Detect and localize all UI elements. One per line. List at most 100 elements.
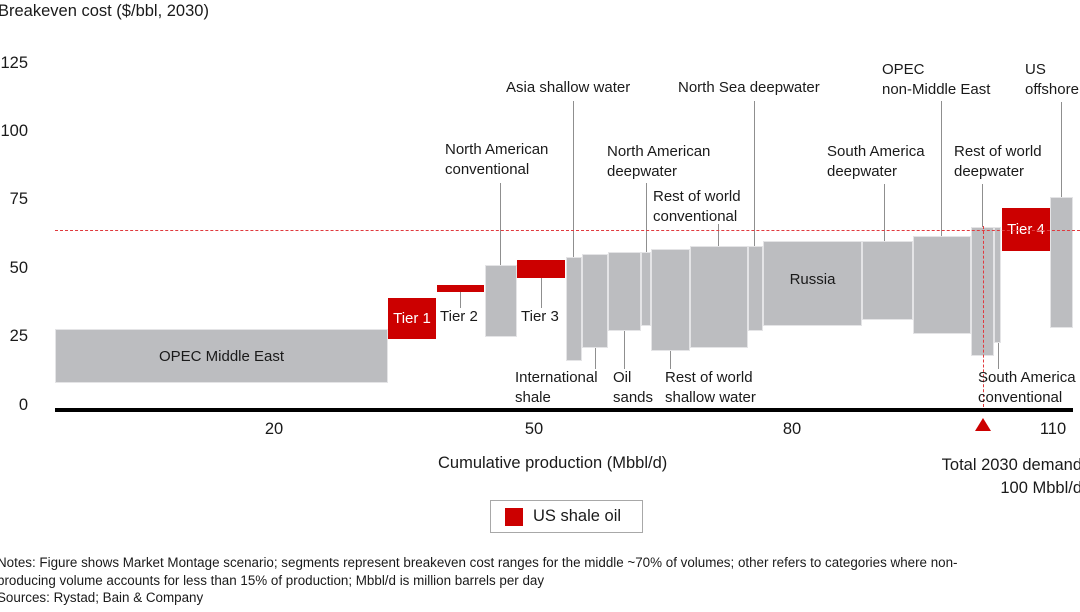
bar-row-deepwater: [971, 227, 994, 356]
y-tick-0: 0: [18, 396, 28, 414]
bar-row-conventional: [690, 246, 748, 348]
bar-tier1: [388, 298, 436, 339]
y-tick-50: 50: [9, 259, 28, 277]
x-axis-title: Cumulative production (Mbbl/d): [438, 454, 668, 472]
leader-sa-conventional: [998, 342, 999, 369]
leader-na-conventional: [500, 183, 501, 265]
label-tier2: Tier 2: [440, 308, 478, 325]
label-oil-sands: Oil sands: [613, 368, 653, 408]
leader-tier3: [541, 278, 542, 308]
y-tick-25: 25: [9, 327, 28, 345]
notes: Notes: Figure shows Market Montage scena…: [0, 554, 958, 607]
label-line: shallow water: [665, 389, 756, 406]
x-tick-110: 110: [1039, 420, 1067, 438]
label-line: Rest of world: [653, 188, 741, 205]
bar-opec-middle-east: [55, 329, 388, 383]
bar-russia: [763, 241, 862, 326]
label-russia: Russia: [789, 270, 836, 288]
breakeven-reference-line: [55, 230, 1080, 231]
leader-na-deepwater: [646, 183, 647, 252]
x-tick-80: 80: [782, 420, 802, 438]
bar-asia-shallow-water: [566, 257, 582, 361]
x-axis-line: [55, 408, 1073, 412]
sources-line: Sources: Rystad; Bain & Company: [0, 590, 204, 605]
leader-row-conventional: [718, 224, 719, 246]
demand-reference-line: [983, 226, 984, 412]
legend-swatch-us-shale: [505, 507, 523, 526]
label-tier4: Tier 4: [1007, 221, 1045, 238]
bar-na-conventional: [485, 265, 517, 337]
label-us-offshore: US offshore: [1025, 60, 1079, 100]
y-tick-75: 75: [9, 190, 28, 208]
leader-us-offshore: [1061, 102, 1062, 197]
label-na-deepwater: North American deepwater: [607, 142, 710, 182]
bar-sa-conventional: [994, 227, 1001, 343]
label-north-sea: North Sea deepwater: [678, 79, 820, 96]
bar-north-sea-deepwater: [748, 246, 763, 331]
label-line: Rest of world: [954, 143, 1042, 160]
label-sa-conventional: South America conventional: [978, 368, 1076, 408]
label-line: US: [1025, 61, 1046, 78]
label-opec-nme: OPEC non-Middle East: [882, 60, 990, 100]
label-row-shallow: Rest of world shallow water: [665, 368, 756, 408]
leader-opec-nme: [941, 101, 942, 236]
label-line: Rest of world: [665, 369, 753, 386]
label-intl-shale: International shale: [515, 368, 598, 408]
leader-oil-sands: [624, 330, 625, 369]
label-asia-shallow: Asia shallow water: [506, 79, 631, 96]
notes-line-2: producing volume accounts for less than …: [0, 572, 545, 588]
label-line: conventional: [978, 389, 1063, 406]
bar-oil-sands: [608, 252, 641, 331]
bar-international-shale: [582, 254, 608, 348]
demand-label: Total 2030 demand: [941, 456, 1080, 474]
label-line: offshore: [1025, 81, 1079, 98]
bar-us-offshore: [1050, 197, 1073, 328]
bar-tier3: [517, 260, 565, 278]
legend: US shale oil: [490, 500, 643, 533]
bar-na-deepwater: [641, 252, 651, 326]
label-row-deepwater: Rest of world deepwater: [954, 142, 1042, 182]
label-sa-deepwater: South America deepwater: [827, 142, 925, 182]
x-tick-20: 20: [264, 420, 284, 438]
label-line: conventional: [445, 161, 530, 178]
y-tick-125: 125: [0, 54, 28, 72]
label-line: conventional: [653, 208, 738, 225]
demand-value: 100 Mbbl/d: [1000, 479, 1080, 497]
leader-intl-shale: [595, 347, 596, 369]
y-tick-100: 100: [0, 122, 28, 140]
label-line: North American: [445, 141, 549, 158]
x-tick-50: 50: [524, 420, 544, 438]
bar-tier2: [437, 285, 484, 292]
label-row-conventional: Rest of world conventional: [653, 187, 741, 227]
leader-row-shallow: [670, 350, 671, 369]
bar-tier4: [1002, 208, 1050, 251]
leader-north-sea: [754, 101, 755, 246]
label-na-conventional: North American conventional: [445, 140, 548, 180]
leader-sa-deepwater: [884, 184, 885, 241]
label-line: non-Middle East: [882, 81, 991, 98]
demand-annotation: Total 2030 demand 100 Mbbl/d: [942, 454, 1080, 500]
demand-marker-triangle-icon: [975, 418, 991, 431]
label-line: deepwater: [607, 163, 678, 180]
label-line: shale: [515, 389, 551, 406]
label-opec-middle-east: OPEC Middle East: [158, 347, 285, 365]
label-line: North American: [607, 143, 711, 160]
label-line: sands: [613, 389, 654, 406]
bar-sa-deepwater: [862, 241, 913, 320]
label-line: deepwater: [954, 163, 1025, 180]
label-tier3: Tier 3: [521, 308, 559, 325]
label-line: deepwater: [827, 163, 898, 180]
notes-line-1: Notes: Figure shows Market Montage scena…: [0, 555, 958, 570]
label-line: Oil: [613, 369, 632, 386]
label-line: International: [515, 369, 598, 386]
legend-label: US shale oil: [533, 507, 622, 525]
label-line: South America: [827, 143, 925, 160]
bar-row-shallow-water: [651, 249, 690, 351]
bar-opec-non-middle-east: [913, 236, 971, 334]
label-line: South America: [978, 369, 1076, 386]
leader-tier2: [460, 292, 461, 308]
label-line: OPEC: [882, 61, 925, 78]
y-axis-title: Breakeven cost ($/bbl, 2030): [0, 2, 209, 20]
leader-row-deepwater: [982, 184, 983, 227]
label-tier1: Tier 1: [393, 310, 431, 327]
